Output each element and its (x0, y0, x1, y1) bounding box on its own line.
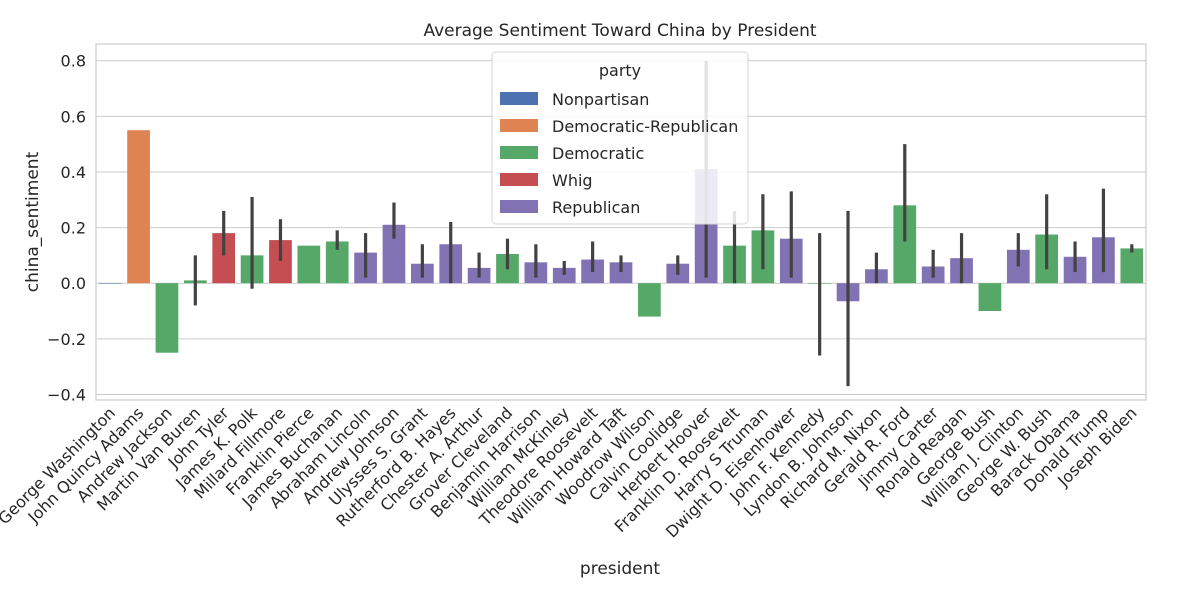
bar (98, 283, 122, 284)
bar (382, 224, 406, 284)
y-tick-label: 0.0 (61, 274, 86, 293)
bar (297, 245, 321, 284)
bar (127, 130, 150, 284)
bar (552, 267, 576, 284)
bar (638, 283, 661, 317)
bar (155, 283, 179, 353)
legend-entry-label: Democratic (552, 144, 644, 163)
legend-entry-label: Nonpartisan (552, 90, 649, 109)
legend-swatch (500, 92, 538, 105)
y-tick-label: 0.8 (61, 52, 86, 71)
y-tick-label: 0.2 (61, 219, 86, 238)
bar (1120, 248, 1144, 284)
legend-swatch (500, 173, 538, 186)
legend-entry-label: Republican (552, 198, 640, 217)
bar (893, 205, 917, 284)
axes-frame (95, 43, 1147, 401)
legend-title: party (599, 61, 641, 80)
legend-entry-label: Democratic-Republican (552, 117, 738, 136)
legend-swatch (500, 119, 538, 132)
y-tick-label: 0.4 (61, 163, 86, 182)
y-tick-labels: −0.4 −0.2 0.0 0.2 0.4 0.6 0.8 (47, 52, 86, 405)
bar (212, 233, 236, 284)
legend-swatch (500, 146, 538, 159)
x-axis-label: president (580, 559, 660, 579)
legend: party Nonpartisan Democratic-Republican De… (491, 51, 749, 225)
bar (269, 240, 292, 284)
y-tick-label: 0.6 (61, 107, 86, 126)
bar (978, 283, 1002, 311)
legend-box (491, 51, 749, 225)
y-tick-label: −0.2 (47, 330, 86, 349)
bar (609, 262, 633, 284)
legend-swatch (500, 200, 538, 213)
bar (325, 241, 349, 284)
chart-title: Average Sentiment Toward China by Presid… (423, 21, 816, 41)
legend-entry-label: Whig (552, 171, 593, 190)
y-axis-label: china_sentiment (23, 151, 43, 292)
legend-entries: Nonpartisan Democratic-Republican Democrat… (500, 90, 738, 217)
bars (98, 130, 1144, 353)
y-tick-label: −0.4 (47, 385, 86, 404)
